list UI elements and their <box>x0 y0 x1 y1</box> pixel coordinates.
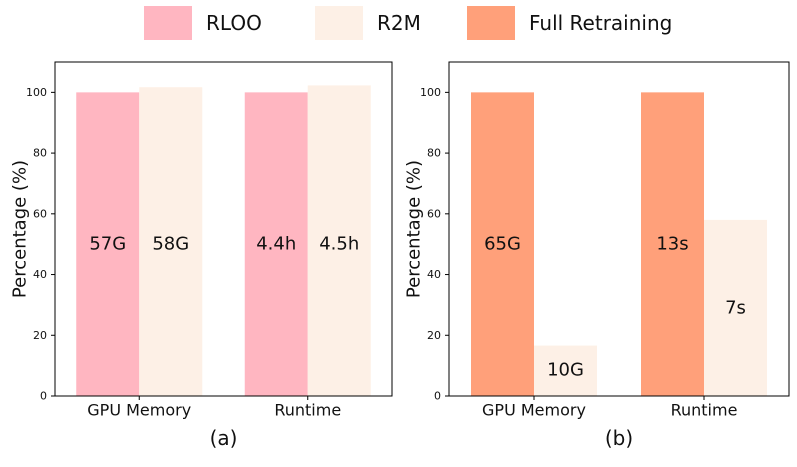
x-tick-label: GPU Memory <box>87 401 191 420</box>
axes-frame-b <box>448 61 790 397</box>
y-tick-label: 0 <box>434 390 441 403</box>
data-label: 4.4h <box>256 234 296 255</box>
y-tick-label: 80 <box>427 147 441 160</box>
bar-b-r2m-1 <box>704 219 767 396</box>
legend-swatch-rloo <box>144 6 192 40</box>
y-tick-label: 20 <box>427 329 441 342</box>
data-label: 7s <box>725 297 746 318</box>
y-axis-label: Percentage (%) <box>404 160 425 298</box>
y-tick-label: 20 <box>33 329 47 342</box>
legend: RLOO R2M Full Retraining <box>0 0 797 48</box>
data-label: 65G <box>484 234 521 255</box>
data-label: 57G <box>89 234 126 255</box>
bar-a-r2m-1 <box>307 85 371 396</box>
panel-label-b: (b) <box>605 426 633 450</box>
bar-b-full-retraining-1 <box>641 92 704 396</box>
legend-swatch-full-retraining <box>467 6 515 40</box>
y-tick-label: 80 <box>33 147 47 160</box>
legend-item-r2m: R2M <box>315 6 421 40</box>
y-tick-label: 40 <box>427 268 441 281</box>
panel-label-a: (a) <box>210 426 238 450</box>
y-tick-label: 0 <box>40 390 47 403</box>
bar-a-r2m-0 <box>139 87 203 397</box>
y-tick-label: 40 <box>33 268 47 281</box>
axes-frame-a <box>54 61 393 397</box>
x-tick-label: GPU Memory <box>482 401 586 420</box>
y-axis-label: Percentage (%) <box>10 160 31 298</box>
data-label: 4.5h <box>319 234 359 255</box>
data-label: 10G <box>547 360 584 381</box>
legend-label-r2m: R2M <box>377 11 421 35</box>
bar-a-rloo-0 <box>76 92 140 396</box>
data-label: 58G <box>152 234 189 255</box>
x-tick-label: Runtime <box>274 401 341 420</box>
legend-item-full-retraining: Full Retraining <box>467 6 672 40</box>
x-tick-label: Runtime <box>671 401 738 420</box>
legend-label-full-retraining: Full Retraining <box>529 11 673 35</box>
bar-a-rloo-1 <box>244 92 308 396</box>
y-tick-label: 100 <box>26 86 47 99</box>
y-tick-label: 100 <box>420 86 441 99</box>
y-tick-label: 60 <box>427 207 441 220</box>
y-tick-label: 60 <box>33 207 47 220</box>
bar-b-r2m-0 <box>534 345 597 396</box>
legend-label-rloo: RLOO <box>206 11 262 35</box>
data-label: 13s <box>656 234 688 255</box>
legend-swatch-r2m <box>315 6 363 40</box>
legend-item-rloo: RLOO <box>144 6 262 40</box>
bar-b-full-retraining-0 <box>471 92 534 396</box>
